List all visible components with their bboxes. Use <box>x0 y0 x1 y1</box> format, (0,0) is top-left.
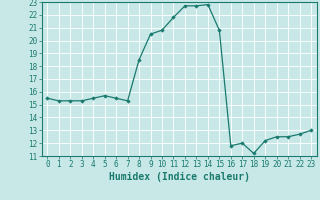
X-axis label: Humidex (Indice chaleur): Humidex (Indice chaleur) <box>109 172 250 182</box>
